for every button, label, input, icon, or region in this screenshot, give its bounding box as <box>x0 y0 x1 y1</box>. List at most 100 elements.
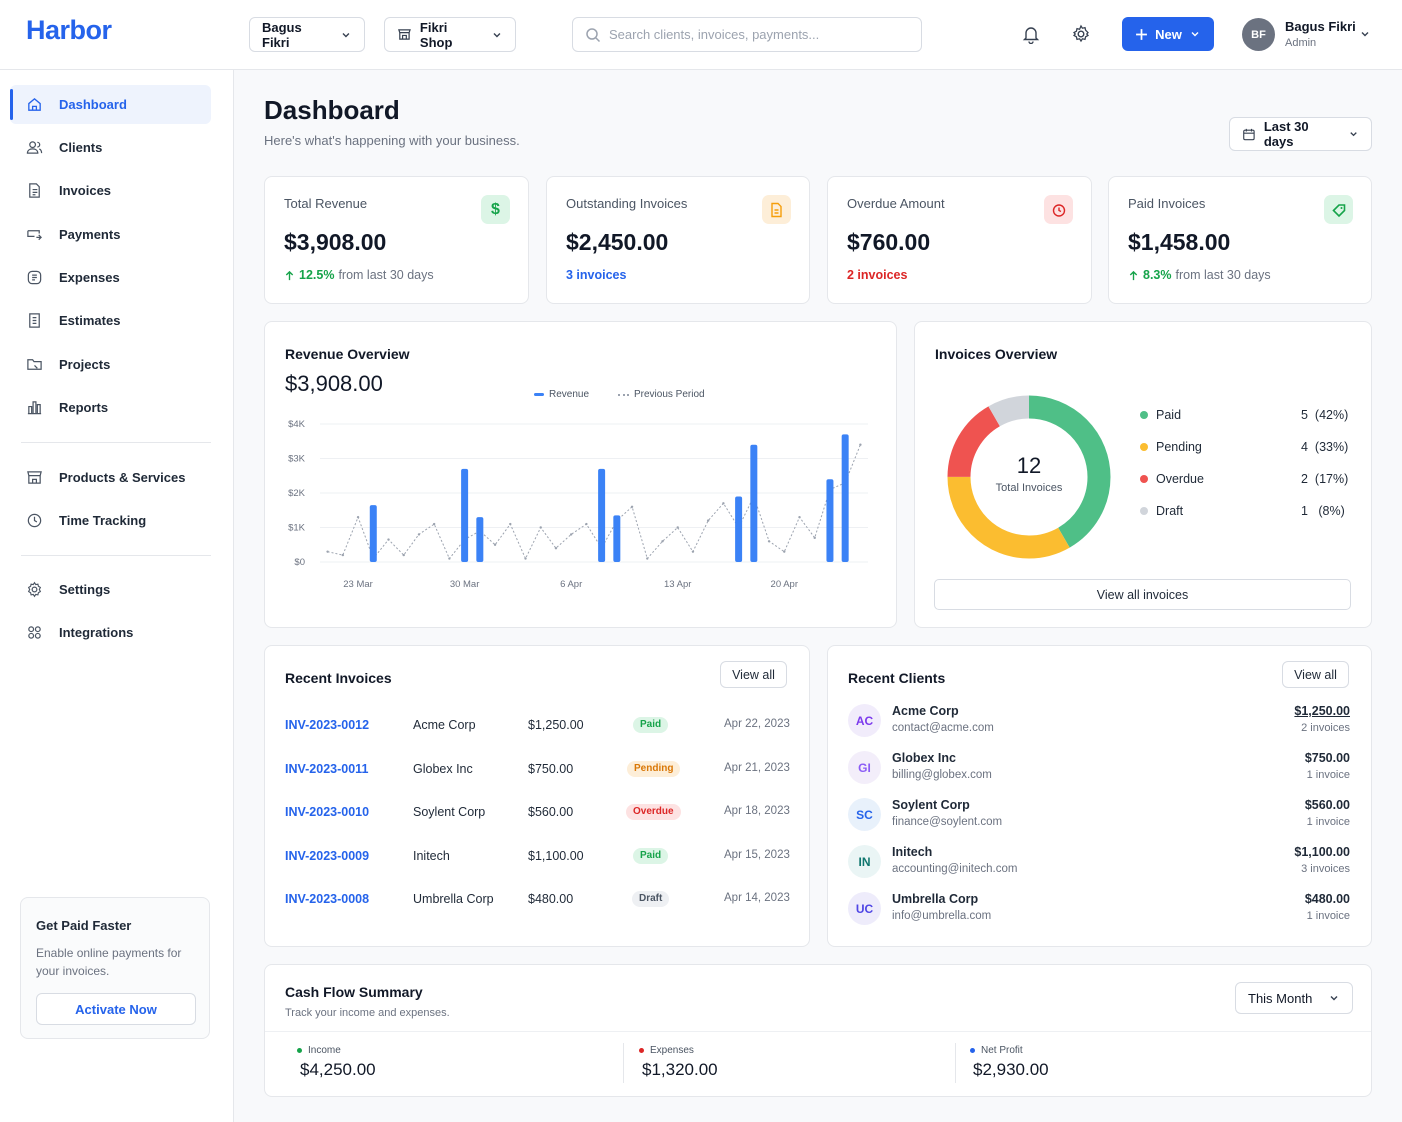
page-subtitle: Here's what's happening with your busine… <box>264 133 520 148</box>
status-badge: Draft <box>632 891 670 907</box>
sidebar-item-estimates[interactable]: Estimates <box>10 301 211 340</box>
sidebar-item-settings[interactable]: Settings <box>10 570 211 609</box>
dollar-icon: $ <box>481 195 510 224</box>
view-all-invoices-button[interactable]: View all invoices <box>934 579 1351 610</box>
table-row[interactable]: INV-2023-0009 Initech $1,100.00 Paid Apr… <box>265 848 809 869</box>
cash-flow-net-profit: Net Profit $2,930.00 <box>970 1045 1049 1080</box>
user-select[interactable]: Bagus Fikri <box>249 17 365 52</box>
revenue-bar[interactable] <box>369 505 377 562</box>
overdue-invoices-link[interactable]: 2 invoices <box>847 268 908 282</box>
donut-segment-draft[interactable] <box>947 395 1111 559</box>
table-row[interactable]: INV-2023-0008 Umbrella Corp $480.00 Draf… <box>265 891 809 912</box>
invoice-id-link[interactable]: INV-2023-0011 <box>285 762 369 776</box>
previous-period-point <box>509 522 512 526</box>
sidebar-item-dashboard[interactable]: Dashboard <box>10 85 211 124</box>
cash-flow-period-select[interactable]: This Month <box>1235 982 1353 1014</box>
revenue-bar[interactable] <box>841 434 849 562</box>
net-profit-dot <box>970 1048 975 1053</box>
invoice-id-link[interactable]: INV-2023-0012 <box>285 718 370 732</box>
sidebar-divider <box>21 555 211 556</box>
stat-value: $3,908.00 <box>284 229 387 255</box>
clock-icon <box>27 513 42 528</box>
revenue-bar[interactable] <box>476 517 484 562</box>
sidebar-item-reports[interactable]: Reports <box>10 388 211 427</box>
revenue-bar[interactable] <box>750 444 758 562</box>
cash-flow-separator <box>955 1043 956 1083</box>
table-row[interactable]: INV-2023-0012 Acme Corp $1,250.00 Paid A… <box>265 717 809 738</box>
revenue-bar[interactable] <box>461 468 469 562</box>
sidebar-item-integrations[interactable]: Integrations <box>10 613 211 652</box>
donut-legend-pending: Pending 4 (33%) <box>1140 440 1350 454</box>
sidebar-item-invoices[interactable]: Invoices <box>10 171 211 210</box>
cash-flow-expenses: Expenses $1,320.00 <box>639 1045 718 1080</box>
date-range-select[interactable]: Last 30 days <box>1229 117 1372 151</box>
table-row[interactable]: INV-2023-0011 Globex Inc $750.00 Pending… <box>265 761 809 782</box>
donut-segment-pending[interactable] <box>947 395 1111 559</box>
list-item[interactable]: AC Acme Corp contact@acme.com $1,250.00 … <box>848 704 1350 742</box>
previous-period-point <box>341 553 345 557</box>
income-label: Income <box>308 1045 341 1056</box>
user-name: Bagus Fikri <box>1285 19 1356 34</box>
stat-foot: 8.3% from last 30 days <box>1128 268 1271 282</box>
cash-flow-separator <box>623 1043 624 1083</box>
table-row[interactable]: INV-2023-0010 Soylent Corp $560.00 Overd… <box>265 804 809 825</box>
chevron-down-icon <box>342 32 350 37</box>
invoice-id-link[interactable]: INV-2023-0010 <box>285 805 370 819</box>
list-item[interactable]: GI Globex Inc billing@globex.com $750.00… <box>848 751 1350 789</box>
new-button[interactable]: New <box>1122 17 1214 51</box>
list-item[interactable]: UC Umbrella Corp info@umbrella.com $480.… <box>848 892 1350 930</box>
search-input[interactable] <box>609 27 899 42</box>
stat-delta: 8.3% <box>1143 268 1172 282</box>
stat-card-outstanding: Outstanding Invoices $2,450.00 3 invoice… <box>546 176 810 304</box>
client-email: billing@globex.com <box>892 769 992 781</box>
recent-invoices-view-all-button[interactable]: View all <box>720 661 787 688</box>
sidebar-item-products[interactable]: Products & Services <box>10 458 211 497</box>
revenue-bar[interactable] <box>826 479 834 562</box>
sidebar-item-clients[interactable]: Clients <box>10 128 211 167</box>
document-icon <box>29 313 40 328</box>
invoice-icon <box>762 195 791 224</box>
search-box[interactable] <box>572 17 922 52</box>
legend-previous: Previous Period <box>618 389 705 400</box>
legend-dot <box>1140 507 1148 515</box>
revenue-bar[interactable] <box>598 468 606 562</box>
user-select-label: Bagus Fikri <box>262 19 302 50</box>
tag-icon <box>1324 195 1353 224</box>
notifications-button[interactable] <box>1019 22 1043 46</box>
list-item[interactable]: IN Initech accounting@initech.com $1,100… <box>848 845 1350 883</box>
outstanding-invoices-link[interactable]: 3 invoices <box>566 268 627 282</box>
invoice-id-link[interactable]: INV-2023-0009 <box>285 849 370 863</box>
chevron-down-icon[interactable] <box>1359 28 1371 40</box>
sidebar-item-label: Payments <box>59 227 121 242</box>
sidebar-item-time-tracking[interactable]: Time Tracking <box>10 501 211 540</box>
revenue-bar[interactable] <box>613 515 621 562</box>
client-email: contact@acme.com <box>892 722 994 734</box>
previous-period-point <box>859 443 862 446</box>
activate-now-button[interactable]: Activate Now <box>36 993 196 1025</box>
invoice-id-link[interactable]: INV-2023-0008 <box>285 892 370 906</box>
sidebar-item-label: Time Tracking <box>59 513 147 528</box>
cash-flow-title: Cash Flow Summary <box>285 984 423 1000</box>
list-item[interactable]: SC Soylent Corp finance@soylent.com $560… <box>848 798 1350 836</box>
recent-clients-view-all-button[interactable]: View all <box>1282 661 1349 688</box>
shop-select[interactable]: Fikri Shop <box>384 17 516 52</box>
revenue-bar[interactable] <box>735 496 743 562</box>
stat-label: Overdue Amount <box>847 196 945 211</box>
invoice-amount: $1,250.00 <box>528 718 584 732</box>
x-tick-label: 23 Mar <box>343 579 373 590</box>
stat-delta: 12.5% <box>299 268 335 282</box>
legend-swatch <box>618 393 629 396</box>
settings-button[interactable] <box>1069 22 1093 46</box>
revenue-title: Revenue Overview <box>285 346 410 362</box>
sidebar-item-payments[interactable]: Payments <box>10 215 211 254</box>
invoice-amount: $480.00 <box>528 892 574 906</box>
sidebar-item-expenses[interactable]: Expenses <box>10 258 211 297</box>
avatar[interactable]: BF <box>1242 18 1275 51</box>
app-logo[interactable]: Harbor <box>26 15 112 45</box>
cash-flow-card: Cash Flow Summary Track your income and … <box>264 964 1372 1097</box>
net-profit-value: $2,930.00 <box>973 1060 1049 1079</box>
promo-title: Get Paid Faster <box>36 918 132 933</box>
date-range-label: Last 30 days <box>1263 119 1309 149</box>
previous-period-point <box>432 522 436 526</box>
sidebar-item-projects[interactable]: Projects <box>10 345 211 384</box>
